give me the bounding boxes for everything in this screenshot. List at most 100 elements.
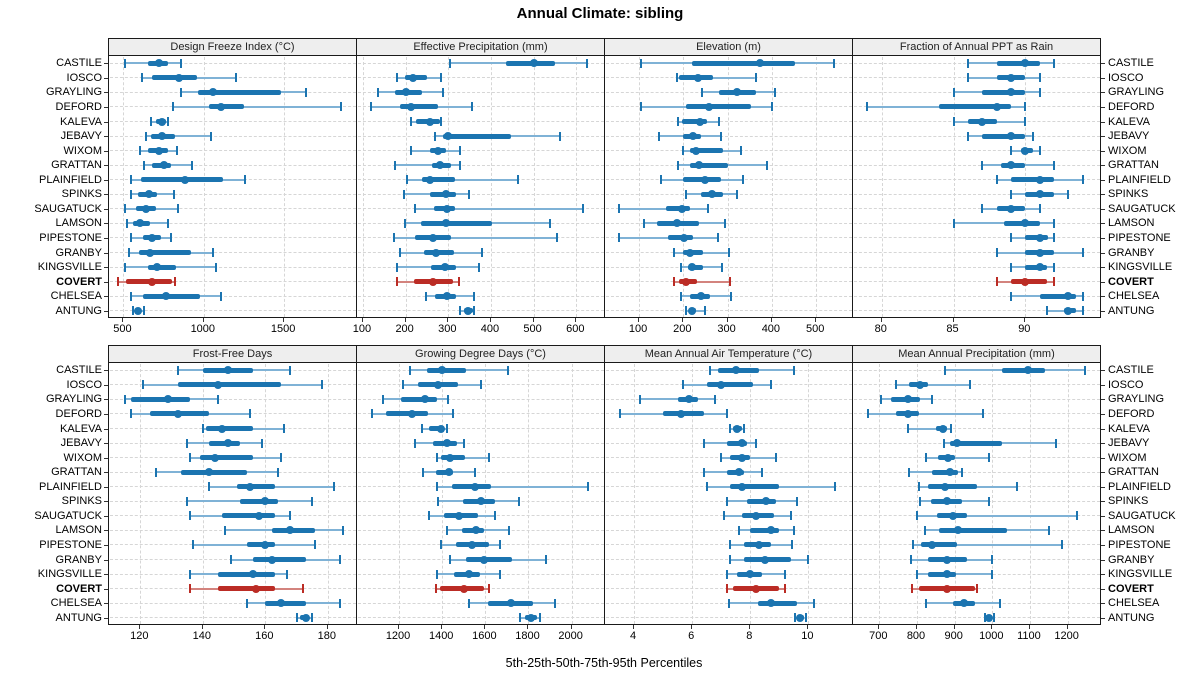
- h-gridline: [606, 208, 852, 210]
- x-tick: [484, 625, 486, 629]
- median-dot: [746, 570, 755, 579]
- station-label: CHELSEA: [1108, 597, 1160, 610]
- y-tick: [104, 281, 108, 283]
- median-dot: [180, 175, 189, 184]
- median-dot: [733, 88, 742, 97]
- median-dot: [444, 468, 453, 477]
- whisker-cap-95th: [991, 569, 994, 579]
- whisker-cap-5th: [981, 204, 984, 214]
- median-dot: [154, 146, 163, 155]
- whisker-cap-95th: [706, 204, 709, 214]
- x-tick-label: 2000: [558, 630, 583, 642]
- whisker-cap-5th: [435, 482, 438, 492]
- h-gridline: [606, 529, 852, 531]
- whisker-cap-5th: [414, 438, 417, 448]
- whisker-cap-5th: [981, 160, 984, 170]
- panel-strip: Frost-Free Days: [108, 345, 357, 363]
- median-dot: [1006, 88, 1015, 97]
- whisker-cap-5th: [966, 58, 969, 68]
- whisker-cap-95th: [279, 453, 282, 463]
- y-tick: [1101, 208, 1105, 210]
- whisker-cap-95th: [499, 569, 502, 579]
- median-dot: [433, 380, 442, 389]
- whisker-cap-5th: [468, 598, 471, 608]
- whisker-cap-95th: [743, 424, 746, 433]
- whisker-cap-95th: [234, 73, 237, 83]
- median-dot: [214, 380, 223, 389]
- v-gridline: [571, 364, 573, 624]
- whisker-5-95: [868, 412, 983, 415]
- median-dot: [941, 482, 950, 491]
- median-dot: [145, 248, 154, 257]
- whisker-cap-95th: [261, 438, 264, 448]
- whisker-cap-95th: [248, 409, 251, 419]
- x-tick-label: 300: [438, 323, 457, 335]
- y-tick: [1101, 194, 1105, 196]
- whisker-cap-95th: [1053, 160, 1056, 170]
- median-dot: [255, 511, 264, 520]
- whisker-cap-95th: [1038, 87, 1041, 97]
- y-tick: [104, 413, 108, 415]
- station-label: PIPESTONE: [39, 538, 102, 551]
- whisker-cap-95th: [320, 380, 323, 390]
- whisker-cap-5th: [728, 540, 731, 550]
- station-label: CASTILE: [56, 364, 102, 377]
- y-tick: [1101, 310, 1105, 312]
- station-label: SPINKS: [1108, 188, 1149, 201]
- median-dot: [465, 570, 474, 579]
- h-gridline: [854, 617, 1100, 619]
- h-gridline: [854, 208, 1100, 210]
- whisker-cap-5th: [201, 424, 204, 433]
- h-gridline: [110, 62, 356, 64]
- median-dot: [248, 570, 257, 579]
- whisker-cap-95th: [440, 73, 443, 83]
- y-tick: [104, 457, 108, 459]
- whisker-cap-5th: [726, 584, 729, 594]
- whisker-cap-5th: [925, 453, 928, 463]
- median-dot: [217, 424, 226, 433]
- whisker-cap-5th: [192, 540, 195, 550]
- v-gridline: [140, 364, 142, 624]
- median-dot: [267, 555, 276, 564]
- median-dot: [459, 584, 468, 593]
- median-dot: [672, 219, 681, 228]
- h-gridline: [606, 413, 852, 415]
- v-gridline: [202, 364, 204, 624]
- median-dot: [164, 395, 173, 404]
- median-dot: [734, 468, 743, 477]
- station-label: WIXOM: [63, 144, 103, 157]
- whisker-cap-5th: [420, 424, 423, 433]
- median-dot: [442, 204, 451, 213]
- whisker-cap-5th: [966, 73, 969, 83]
- median-dot: [952, 439, 961, 448]
- whisker-cap-95th: [784, 569, 787, 579]
- whisker-cap-5th: [995, 248, 998, 257]
- whisker-cap-5th: [186, 496, 189, 506]
- median-dot: [158, 117, 167, 126]
- y-tick: [1101, 544, 1105, 546]
- whisker-cap-95th: [458, 146, 461, 156]
- panel-plot: [604, 363, 853, 625]
- panel-plot: [604, 56, 853, 318]
- x-tick-label: 100: [352, 323, 372, 335]
- y-tick: [104, 150, 108, 152]
- whisker-cap-5th: [924, 525, 927, 535]
- whisker-5-95: [395, 164, 460, 167]
- whisker-cap-95th: [1024, 102, 1027, 112]
- whisker-cap-5th: [673, 277, 676, 287]
- h-gridline: [110, 222, 356, 224]
- station-label: JEBAVY: [1108, 437, 1150, 450]
- station-label: GRATTAN: [51, 466, 102, 479]
- panel-strip: Mean Annual Air Temperature (°C): [604, 345, 853, 363]
- whisker-cap-95th: [507, 365, 509, 375]
- y-tick: [104, 588, 108, 590]
- iqr-bar-25-75: [727, 440, 748, 446]
- y-tick: [1101, 165, 1105, 167]
- y-tick: [104, 237, 108, 239]
- station-label: KINGSVILLE: [1108, 568, 1173, 581]
- station-label: KALEVA: [60, 115, 102, 128]
- median-dot: [1035, 175, 1044, 184]
- iqr-bar-25-75: [198, 89, 281, 95]
- h-gridline: [606, 398, 852, 400]
- whisker-cap-95th: [286, 569, 289, 579]
